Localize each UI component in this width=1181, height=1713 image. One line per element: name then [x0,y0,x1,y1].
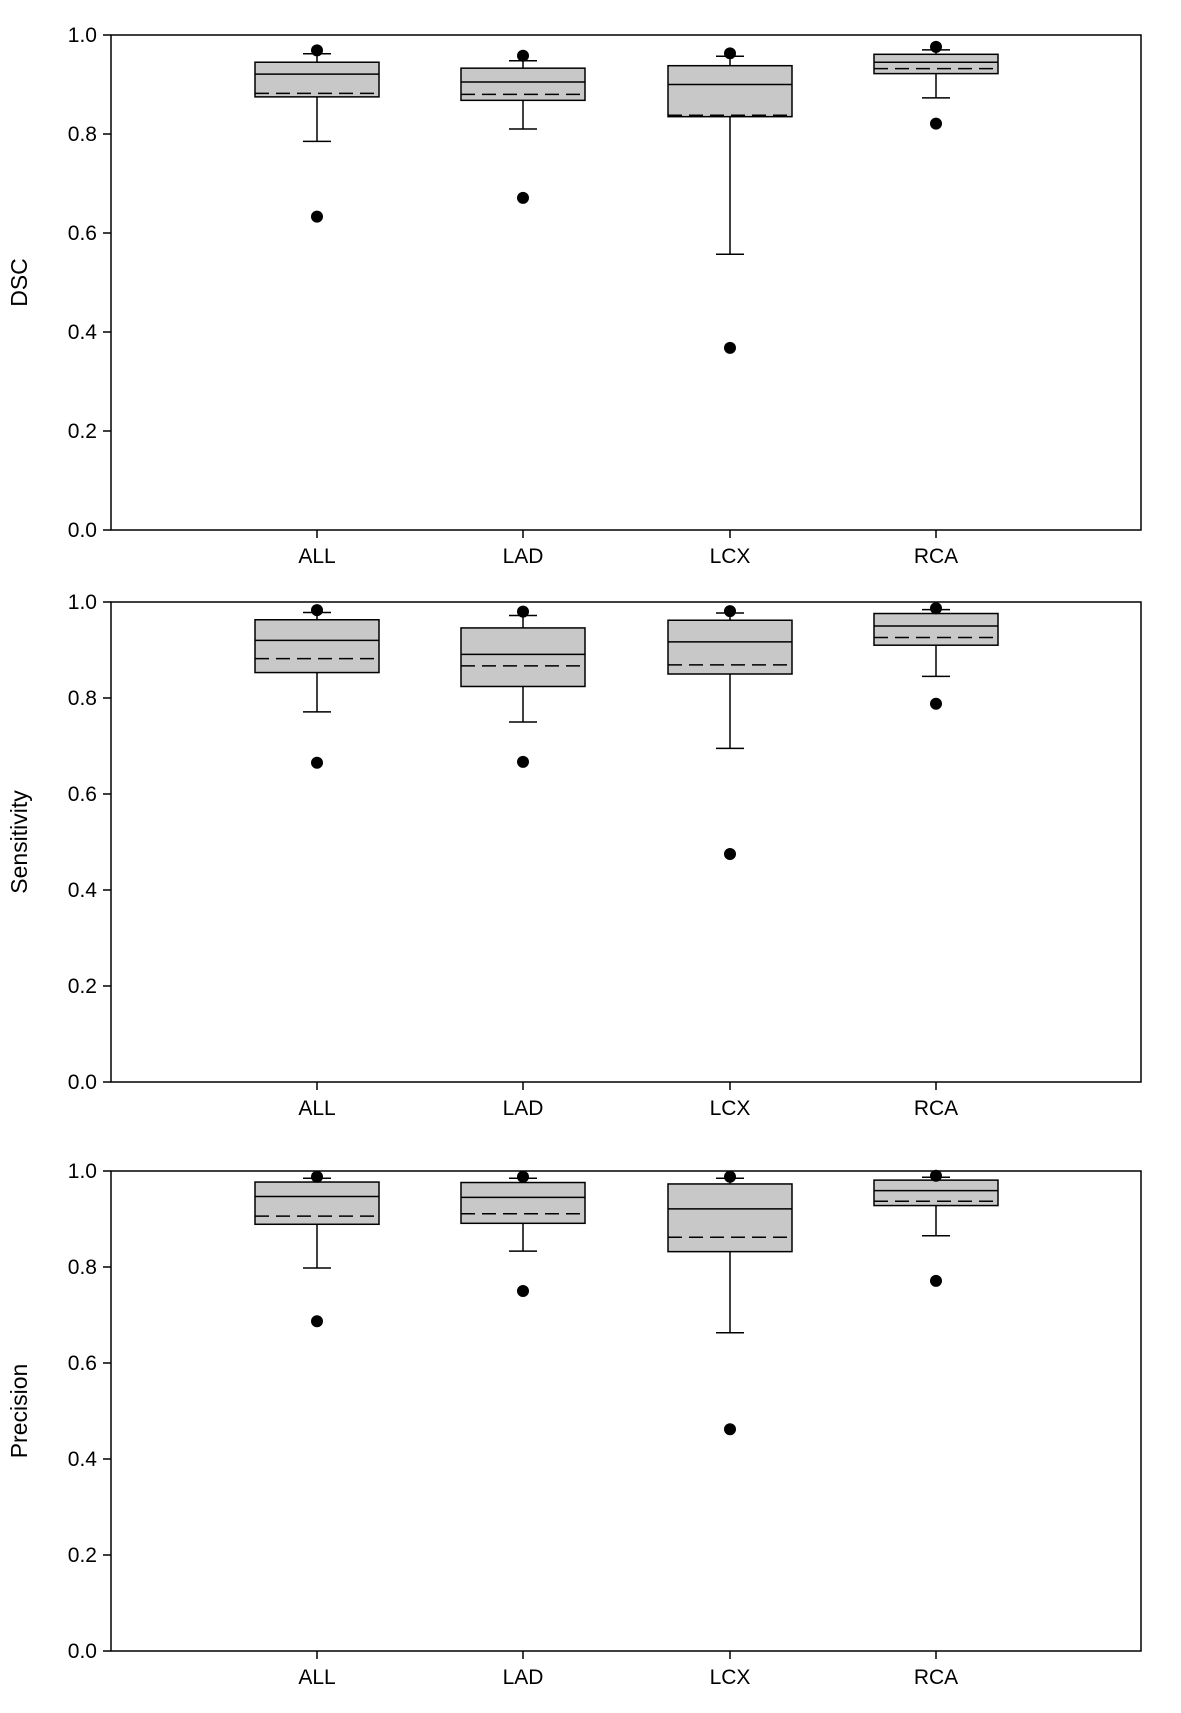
chart-panel-sensitivity: 0.0 0.2 0.4 0.6 0.8 1.0 Sensitivity ALL LAD LCX RC… [6,591,1142,1120]
box-lad [460,605,586,768]
box-body [254,1181,380,1226]
outlier-point [517,1285,529,1297]
category-label-all: ALL [298,1097,335,1120]
plot-frame [110,601,1142,1083]
box-lcx [667,605,793,860]
box-body [873,1179,999,1207]
outlier-point [724,848,736,860]
category-label-lad: LAD [503,1097,544,1120]
outlier-point [724,605,736,618]
y-axis-title: DSC [6,258,32,307]
outlier-point [311,210,323,223]
outlier-point [517,755,529,768]
outlier-point [930,1274,942,1287]
outlier-point [930,117,942,130]
box-all [254,1170,380,1328]
box-body [667,64,793,118]
y-tick-label: 0.6 [68,1352,97,1375]
category-label-lcx: LCX [710,1666,751,1689]
y-tick-label: 0.2 [68,420,97,443]
category-label-all: ALL [298,1666,335,1689]
box-body [460,627,586,688]
chart-panel-dsc: 0.0 0.2 0.4 0.6 0.8 1.0 DSC ALL LAD LCX RCA [6,24,1142,568]
box-body [667,619,793,675]
box-rca [873,1169,999,1287]
category-label-rca: RCA [914,1097,958,1120]
box-lad [460,49,586,204]
outlier-point [930,602,942,615]
y-tick-label: 0.0 [68,1071,97,1094]
box-all [254,44,380,223]
outlier-point [311,1170,323,1183]
y-tick-label: 0.8 [68,687,97,710]
category-label-lad: LAD [503,545,544,568]
chart-panel-precision: 0.0 0.2 0.4 0.6 0.8 1.0 Precision ALL LAD LCX RCA [6,1160,1142,1689]
outlier-point [930,1169,942,1182]
y-axis-title: Precision [6,1364,32,1459]
outlier-point [517,191,529,204]
box-body [254,619,380,674]
box-body [873,612,999,646]
y-tick-label: 1.0 [68,24,97,47]
box-rca [873,602,999,710]
category-label-lad: LAD [503,1666,544,1689]
outlier-point [311,604,323,617]
y-tick-label: 0.4 [68,879,98,902]
y-tick-label: 0.0 [68,1640,97,1663]
y-tick-label: 0.2 [68,975,97,998]
outlier-point [724,341,736,354]
outlier-point [724,1170,736,1183]
y-tick-label: 0.4 [68,1448,98,1471]
outlier-point [930,40,942,53]
y-tick-label: 0.8 [68,1256,97,1279]
outlier-point [517,1170,529,1183]
y-tick-label: 1.0 [68,591,97,614]
category-label-rca: RCA [914,1666,958,1689]
box-body [667,1183,793,1253]
outlier-point [311,44,323,57]
outlier-point [517,49,529,62]
category-label-lcx: LCX [710,1097,751,1120]
box-lad [460,1170,586,1297]
y-axis-title: Sensitivity [6,790,32,894]
y-tick-label: 1.0 [68,1160,97,1183]
y-tick-label: 0.0 [68,519,97,542]
box-body [254,61,380,98]
outlier-point [724,1423,736,1436]
box-body [460,67,586,102]
y-tick-label: 0.8 [68,123,97,146]
outlier-point [517,605,529,618]
category-label-rca: RCA [914,545,958,568]
plot-frame [110,34,1142,531]
box-lcx [667,47,793,354]
y-tick-label: 0.6 [68,222,97,245]
outlier-point [724,47,736,60]
category-label-lcx: LCX [710,545,751,568]
box-rca [873,40,999,130]
outlier-point [311,1315,323,1328]
category-label-all: ALL [298,545,335,568]
outlier-point [930,697,942,710]
box-body [873,53,999,75]
box-lcx [667,1170,793,1436]
box-body [460,1181,586,1225]
plot-frame [110,1170,1142,1652]
y-tick-label: 0.2 [68,1544,97,1567]
box-all [254,604,380,769]
y-tick-label: 0.6 [68,783,97,806]
y-tick-label: 0.4 [68,321,98,344]
outlier-point [311,756,323,769]
